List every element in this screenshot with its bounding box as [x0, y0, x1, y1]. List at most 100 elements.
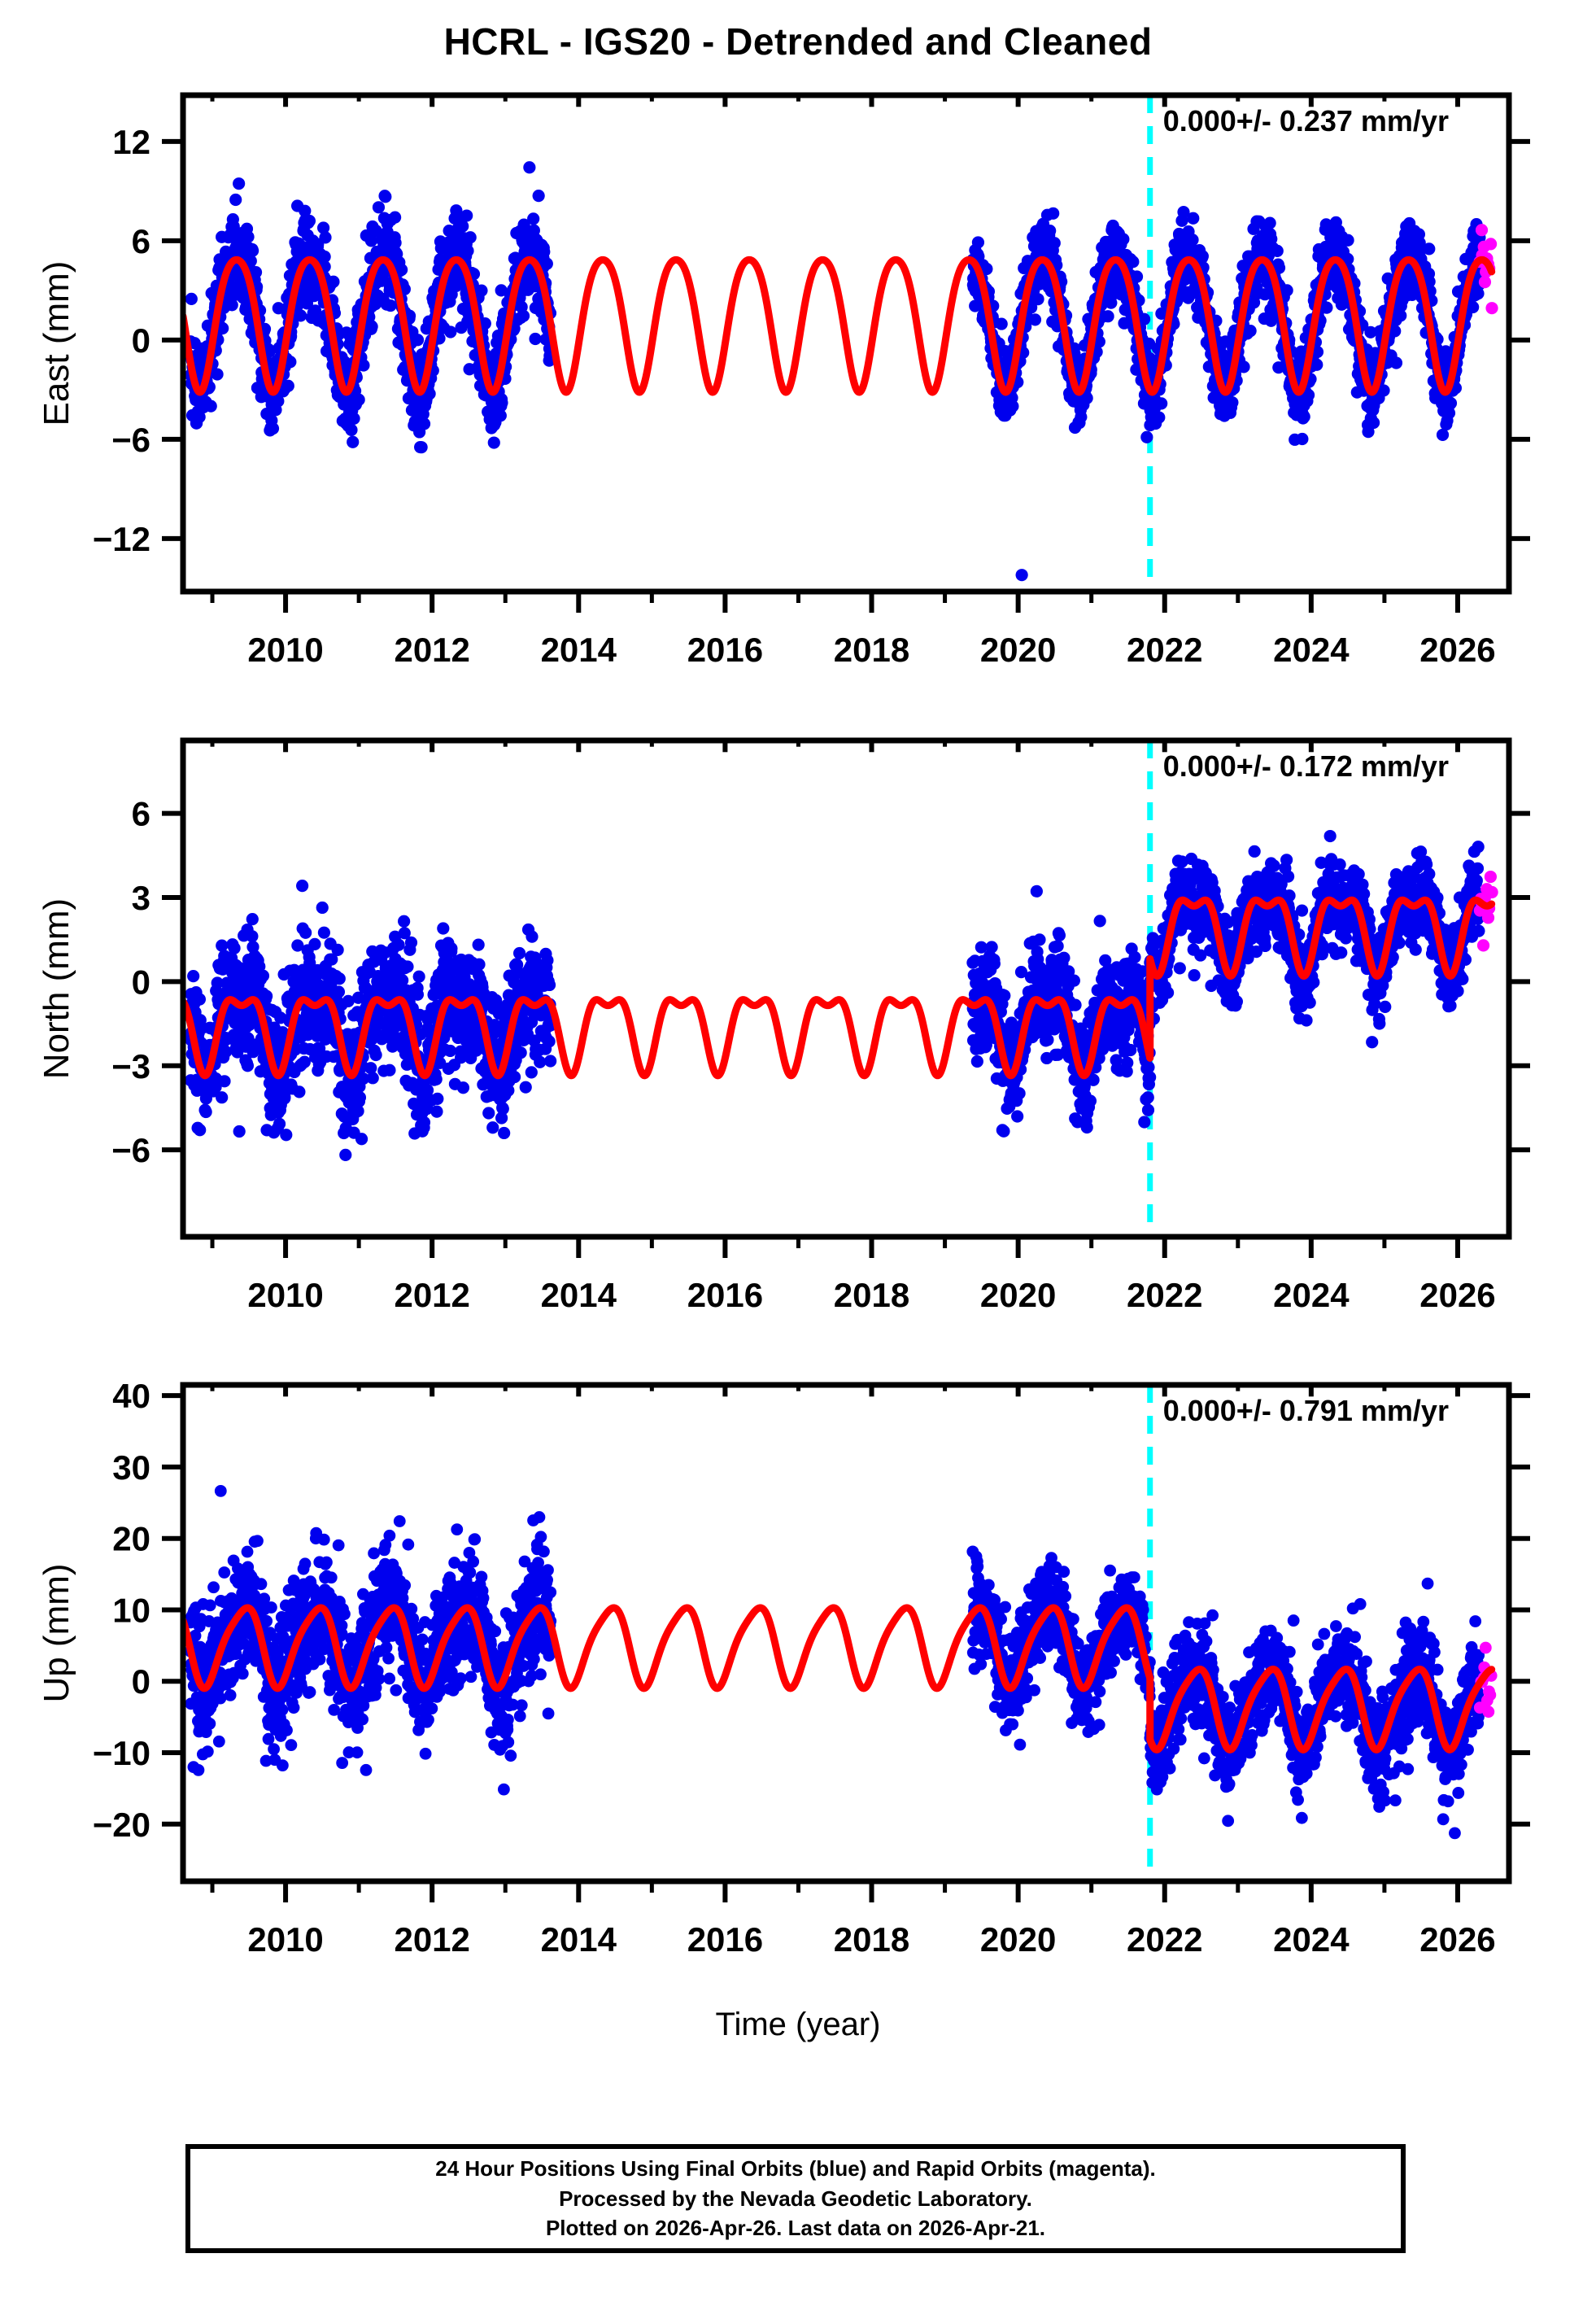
data-point — [1137, 312, 1151, 325]
data-point — [445, 942, 458, 955]
data-point — [242, 230, 255, 243]
data-point — [293, 1085, 306, 1098]
data-point — [229, 193, 242, 207]
data-point — [1080, 1120, 1093, 1134]
data-point — [540, 257, 553, 270]
data-point — [216, 939, 229, 952]
x-tick-label: 2012 — [394, 631, 469, 669]
data-point — [538, 245, 551, 259]
data-point — [1436, 428, 1450, 442]
data-point — [193, 993, 207, 1006]
data-point — [1423, 242, 1436, 255]
data-point — [1093, 915, 1106, 928]
data-point — [317, 926, 330, 939]
data-point — [970, 1055, 983, 1068]
data-point — [266, 422, 280, 435]
data-point — [460, 209, 473, 222]
data-point — [1280, 284, 1293, 297]
data-point — [1048, 237, 1061, 250]
data-point — [534, 1055, 547, 1068]
data-point — [1187, 212, 1200, 225]
data-point — [299, 926, 312, 939]
data-point — [347, 435, 360, 448]
data-point — [415, 441, 428, 454]
data-point — [495, 284, 508, 297]
data-point — [1067, 974, 1080, 987]
data-point — [529, 332, 542, 346]
x-tick-label: 2020 — [980, 631, 1056, 669]
data-point — [398, 915, 411, 928]
data-point — [280, 1129, 293, 1142]
data-point — [482, 1107, 495, 1120]
data-point — [372, 201, 386, 214]
data-point — [185, 292, 198, 306]
data-point — [246, 913, 259, 926]
data-point — [475, 284, 488, 297]
x-tick-label: 2016 — [687, 631, 763, 669]
data-point — [1028, 313, 1042, 326]
data-point — [389, 211, 402, 224]
data-point — [1296, 432, 1309, 446]
plot-area — [183, 740, 1498, 1237]
data-point — [1226, 396, 1239, 409]
data-point-outlier — [1015, 569, 1028, 582]
data-point — [456, 220, 469, 233]
data-point — [369, 1048, 382, 1062]
data-point — [333, 972, 346, 985]
data-point — [233, 1125, 246, 1138]
data-point — [1047, 207, 1060, 220]
data-point — [345, 423, 358, 436]
data-point — [216, 1091, 229, 1104]
data-point — [384, 299, 397, 312]
data-point — [1069, 998, 1082, 1011]
data-point — [369, 225, 382, 238]
data-point — [379, 190, 392, 203]
data-point — [1196, 250, 1209, 263]
data-point — [1485, 302, 1498, 315]
data-point — [1244, 324, 1257, 338]
data-point — [1153, 411, 1166, 424]
data-point — [364, 234, 378, 247]
y-tick-label: −6 — [111, 421, 150, 459]
data-point — [244, 255, 257, 268]
data-point — [456, 1081, 470, 1094]
data-point — [211, 368, 224, 381]
data-point — [411, 334, 425, 347]
data-point — [472, 938, 485, 951]
data-point — [216, 321, 229, 335]
data-point — [296, 880, 309, 893]
data-point — [1341, 234, 1354, 247]
data-point — [1092, 335, 1105, 348]
data-point — [430, 1072, 443, 1086]
data-point — [519, 1081, 532, 1094]
data-point — [517, 220, 530, 233]
data-point — [1271, 244, 1284, 257]
data-point — [1263, 216, 1276, 229]
data-point — [308, 937, 321, 950]
data-point — [997, 1125, 1010, 1138]
data-point — [1044, 225, 1057, 238]
data-point — [423, 387, 436, 400]
data-point — [544, 1055, 557, 1068]
data-point — [319, 231, 332, 244]
data-point — [353, 1091, 367, 1104]
data-point — [256, 969, 270, 982]
plot-area — [183, 95, 1498, 592]
data-point — [495, 396, 508, 409]
data-point — [316, 901, 329, 915]
y-tick-label: −12 — [93, 520, 150, 558]
data-point — [392, 938, 405, 951]
data-point — [1084, 1094, 1097, 1107]
data-point — [1484, 238, 1498, 251]
data-point — [204, 400, 217, 413]
data-point — [430, 1105, 443, 1118]
x-tick-label: 2018 — [834, 631, 909, 669]
data-point — [281, 379, 294, 392]
x-axis-tick-labels: 2010 2012 2014 2016 2018 2020 2022 2024 2026 — [247, 631, 1495, 669]
data-point — [246, 930, 259, 943]
data-point — [431, 1092, 444, 1105]
data-point — [1475, 224, 1489, 237]
data-point — [1237, 360, 1250, 373]
data-point — [355, 1133, 368, 1146]
data-point — [1117, 233, 1130, 246]
